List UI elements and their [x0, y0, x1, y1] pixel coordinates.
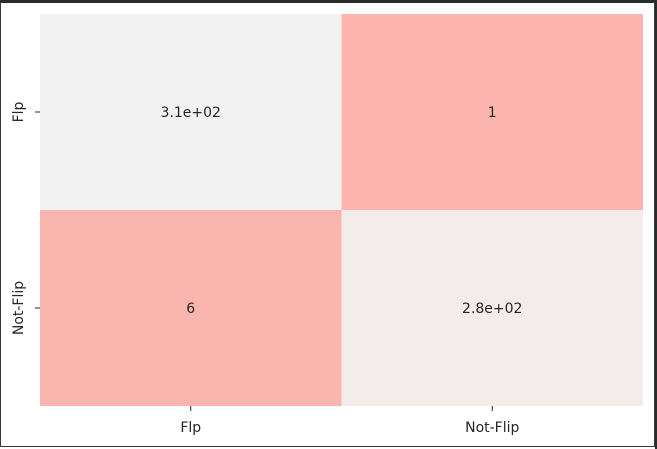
y-tick-label-0: Flp: [11, 101, 27, 122]
x-tick-label-0: Flp: [180, 420, 201, 436]
heatmap-cell-1-1: [341, 210, 643, 406]
cell-annotation-0-1: 1: [488, 105, 497, 121]
heatmap-cell-1-0: [40, 210, 342, 406]
y-axis-ticks: Flp Not-Flip: [11, 101, 40, 335]
heatmap-cell-0-0: [40, 14, 342, 210]
heatmap-cell-0-1: [341, 14, 643, 210]
cell-annotation-1-1: 2.8e+02: [462, 301, 522, 317]
window-edge: [655, 0, 657, 449]
y-tick-label-1: Not-Flip: [11, 281, 27, 335]
cell-annotation-0-0: 3.1e+02: [161, 105, 221, 121]
cell-annotation-1-0: 6: [186, 301, 195, 317]
x-tick-label-1: Not-Flip: [465, 420, 519, 436]
heatmap-cells: [40, 14, 643, 406]
x-axis-ticks: Flp Not-Flip: [180, 406, 520, 436]
cell-annotations: 3.1e+02 1 6 2.8e+02: [161, 105, 523, 317]
